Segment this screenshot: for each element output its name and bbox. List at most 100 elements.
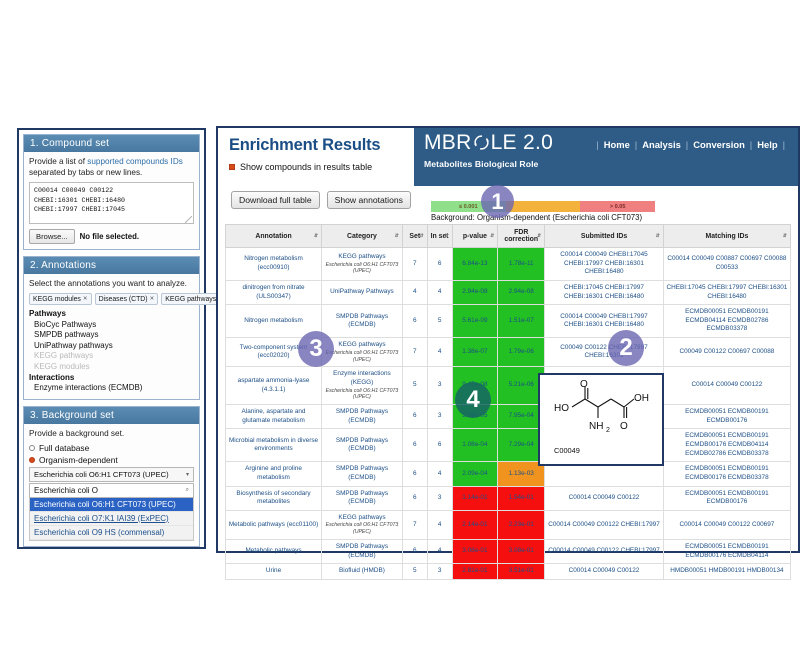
radio-selected-icon: [29, 456, 35, 463]
table-row[interactable]: Microbial metabolism in diverse environm…: [224, 428, 792, 463]
nav-divider: |: [749, 139, 753, 150]
col-header-category[interactable]: Category ⇵: [321, 224, 403, 248]
table-row[interactable]: aspartate ammonia-lyase (4.3.1.1) Enzyme …: [224, 366, 792, 406]
cell-submitted-ids: C00014 C00049 CHEBI:17045 CHEBI:17997 CH…: [544, 247, 664, 281]
annotation-group-heading: Pathways: [29, 309, 66, 319]
table-row[interactable]: Urine Biofluid (HMDB) 5 3 2.81e-01 3.51e-01 C0…: [224, 563, 792, 580]
compound-set-description: Provide a list of supported compounds ID…: [29, 156, 194, 178]
cell-annotation: aspartate ammonia-lyase (4.3.1.1): [224, 366, 323, 406]
cell-annotation: dinitrogen from nitrate (ULS00347): [224, 279, 323, 306]
cell-fdr: 3.51e-01: [497, 563, 546, 580]
cell-matching-ids: CHEBI:17045 CHEBI:17997 CHEBI:16301 CHEB…: [662, 279, 792, 306]
table-row[interactable]: Biosynthesis of secondary metabolites SMP…: [224, 485, 792, 511]
nav-item-analysis[interactable]: Analysis: [642, 139, 681, 150]
atom-label-o-top: O: [580, 379, 588, 390]
annotation-group-heading: Interactions: [29, 372, 75, 382]
sort-icon[interactable]: ⇵: [490, 233, 495, 239]
col-header-matching-ids[interactable]: Matching IDs ⇵: [662, 224, 792, 248]
col-header-fdr[interactable]: FDR correction ⇵: [497, 224, 546, 248]
compound-set-textarea[interactable]: C00014 C00049 C00122 CHEBI:16301 CHEBI:1…: [29, 182, 194, 225]
col-header-in-set[interactable]: In set ⇵: [426, 224, 453, 248]
results-table: Annotation ⇵ Category ⇵ Set ⇵ In set ⇵ p-val…: [224, 224, 792, 580]
cell-matching-ids: C00049 C00122 C00697 C00088: [662, 337, 792, 368]
step-badge-3: 3: [298, 331, 334, 367]
cell-annotation: Biosynthesis of secondary metabolites: [224, 485, 323, 511]
organism-option-iai39[interactable]: Escherichia coli O7:K1 IAI39 (ExPEC): [30, 511, 193, 526]
annotation-tag-label: KEGG pathways: [165, 295, 217, 303]
cell-submitted-ids: CHEBI:17045 CHEBI:17997 CHEBI:16301 CHEB…: [544, 279, 664, 306]
results-header: Enrichment Results Show compounds in res…: [218, 128, 798, 186]
col-header-annotation[interactable]: Annotation ⇵: [224, 224, 323, 248]
textarea-resize-grip-icon[interactable]: [185, 216, 192, 224]
annotation-option-kegg-modules: KEGG modules: [34, 361, 90, 371]
organism-option-hs[interactable]: Escherichia coli O9 HS (commensal): [30, 525, 193, 540]
radio-full-database[interactable]: Full database: [29, 443, 194, 453]
cell-matching-ids: ECMDB00051 ECMDB00191 ECMDB00176: [662, 404, 792, 430]
pvalue-legend-area: ≤ 0.001 > 0.05 Background: Organism-depe…: [431, 201, 656, 222]
sort-icon[interactable]: ⇵: [655, 233, 660, 239]
cell-fdr: 3.08e-01: [497, 538, 546, 565]
remove-tag-icon[interactable]: ✕: [82, 296, 88, 303]
sort-icon[interactable]: ⇵: [782, 233, 787, 239]
annotation-option-smpdb[interactable]: SMPDB pathways: [34, 330, 99, 340]
sort-icon[interactable]: ⇵: [394, 233, 399, 239]
cell-matching-ids: C00014 C00049 C00122 C00697: [662, 509, 792, 540]
cell-pvalue: 2.81e-01: [451, 563, 499, 580]
table-row[interactable]: Nitrogen metabolism SMPDB Pathways (ECMDB…: [224, 304, 792, 339]
cell-category: Biofluid (HMDB): [321, 563, 403, 580]
organism-option-cft073[interactable]: Escherichia coli O6:H1 CFT073 (UPEC): [30, 497, 193, 512]
brand-block: M BR LE 2.0 Metabolites Biological Role: [424, 132, 553, 169]
sort-icon[interactable]: ⇵: [444, 233, 449, 239]
cell-annotation: Alanine, aspartate and glutamate metabol…: [224, 404, 323, 430]
col-header-pvalue[interactable]: p-value ⇵: [451, 224, 499, 248]
browse-button[interactable]: Browse...: [29, 229, 75, 245]
results-table-wrapper: Annotation ⇵ Category ⇵ Set ⇵ In set ⇵ p-val…: [224, 224, 792, 580]
col-header-set[interactable]: Set ⇵: [401, 224, 428, 248]
show-annotations-button[interactable]: Show annotations: [326, 191, 411, 209]
organism-select[interactable]: Escherichia coli O6:H1 CFT073 (UPEC) ▾: [29, 466, 194, 482]
remove-tag-icon[interactable]: ✕: [149, 296, 155, 303]
annotation-option-biocyc[interactable]: BioCyc Pathways: [34, 319, 97, 329]
sort-icon[interactable]: ⇵: [419, 233, 424, 239]
brand-version: 2.0: [523, 131, 554, 154]
checkbox-checked-icon[interactable]: [229, 164, 235, 170]
table-row[interactable]: Arginine and proline metabolism SMPDB Pat…: [224, 461, 792, 487]
radio-organism-dependent[interactable]: Organism-dependent: [29, 455, 194, 465]
nav-divider: |: [634, 139, 638, 150]
table-row[interactable]: Nitrogen metabolism (ecc00910) KEGG pathw…: [224, 247, 792, 281]
col-header-submitted-ids[interactable]: Submitted IDs ⇵: [544, 224, 664, 248]
organism-search-input[interactable]: Escherichia coli O ⌕: [29, 482, 194, 498]
step-badge-1-number: 1: [491, 188, 504, 214]
cell-annotation: Nitrogen metabolism: [224, 304, 323, 339]
cell-in-set: 4: [426, 337, 453, 368]
annotation-tag[interactable]: KEGG modules ✕: [29, 293, 92, 306]
show-compounds-label: Show compounds in results table: [240, 162, 373, 172]
sort-icon[interactable]: ⇵: [313, 233, 319, 239]
table-row[interactable]: Two-component system (ecc02020) KEGG path…: [224, 337, 792, 368]
cell-set: 4: [401, 279, 428, 306]
annotation-option-unipathway[interactable]: UniPathway pathways: [34, 340, 113, 350]
cell-fdr: 1.13e-03: [497, 461, 546, 487]
nav-item-help[interactable]: Help: [757, 139, 778, 150]
table-row[interactable]: Alanine, aspartate and glutamate metabol…: [224, 404, 792, 430]
cell-category-sub: Escherichia coli O6:H1 CFT073 (UPEC): [325, 387, 399, 401]
sort-icon[interactable]: ⇵: [536, 233, 542, 239]
nav-divider: |: [596, 139, 599, 150]
cell-matching-ids: C00014 C00049 C00887 C00697 C00088 C0053…: [662, 247, 792, 281]
table-row[interactable]: Metabolic pathways (ecc01100) KEGG pathwa…: [224, 509, 792, 540]
table-row[interactable]: Metabolic pathways SMPDB Pathways (ECMDB)…: [224, 538, 792, 565]
annotation-tag[interactable]: Diseases (CTD) ✕: [94, 293, 159, 306]
annotation-option-enzyme-interactions[interactable]: Enzyme interactions (ECMDB): [34, 383, 143, 393]
table-row[interactable]: dinitrogen from nitrate (ULS00347) UniPat…: [224, 279, 792, 306]
download-full-table-button[interactable]: Download full table: [231, 191, 320, 209]
nav-item-home[interactable]: Home: [603, 139, 630, 150]
cell-matching-ids: ECMDB00051 ECMDB00191 ECMDB00176: [662, 485, 792, 511]
cell-in-set: 5: [426, 304, 453, 339]
file-upload-row: Browse... No file selected.: [29, 229, 194, 245]
supported-compound-ids-link[interactable]: supported compounds IDs: [87, 157, 183, 166]
nav-item-conversion[interactable]: Conversion: [693, 139, 745, 150]
compound-line: CHEBI:17997 CHEBI:17045: [34, 206, 126, 214]
background-set-title: 3. Background set: [24, 406, 199, 424]
show-compounds-checkbox-row[interactable]: Show compounds in results table: [229, 162, 414, 172]
cell-pvalue: 5.61e-09: [451, 304, 499, 339]
